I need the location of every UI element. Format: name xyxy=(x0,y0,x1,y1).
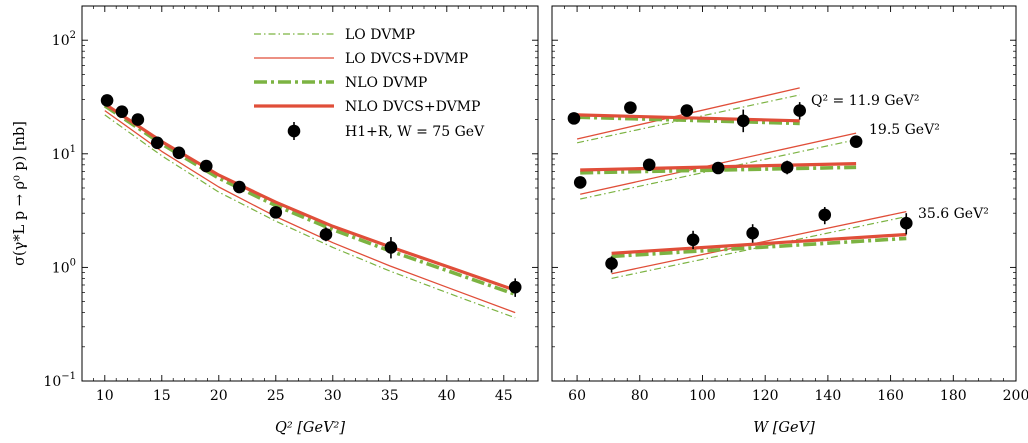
x-tick-label: 15 xyxy=(153,388,171,404)
x-tick-label: 10 xyxy=(96,388,114,404)
legend-label: NLO DVMP xyxy=(345,75,427,91)
data-point xyxy=(736,114,750,128)
y-tick-label: 102 xyxy=(52,30,76,49)
series-line xyxy=(104,110,516,314)
curve-group: 35.6 GeV² xyxy=(605,206,989,279)
data-point xyxy=(899,216,913,230)
curve-group: Q² = 11.9 GeV² xyxy=(567,87,920,144)
x-tick-label: 60 xyxy=(568,388,586,404)
plot-frame xyxy=(551,5,1017,382)
x-tick-label: 180 xyxy=(940,388,967,404)
data-point xyxy=(233,180,246,194)
legend-label: NLO DVCS+DVMP xyxy=(345,99,480,115)
data-point xyxy=(384,241,398,254)
x-tick-label: 120 xyxy=(752,388,779,404)
x-tick-label: 40 xyxy=(438,388,456,404)
y-tick-base: 10 xyxy=(52,260,70,276)
data-point xyxy=(624,101,637,114)
x-tick-label: 25 xyxy=(267,388,285,404)
y-tick-base: 10 xyxy=(52,33,70,49)
data-point xyxy=(567,112,581,125)
data-point xyxy=(573,176,587,189)
legend: LO DVMP LO DVCS+DVMP NLO DVMP NLO DVCS+DVMP… xyxy=(254,27,485,140)
data-point xyxy=(150,136,164,150)
data-point xyxy=(115,105,129,118)
legend-label: LO DVMP xyxy=(345,27,415,43)
data-point xyxy=(100,94,114,107)
y-tick-base: 10 xyxy=(43,374,61,390)
right-panel: 60 80 100 120 140 160 180 200 W [GeV] Q² = 11.9 G… xyxy=(551,5,1028,436)
series-line xyxy=(577,113,800,123)
data-point xyxy=(711,161,725,175)
x-tick-label: 160 xyxy=(877,388,904,404)
x-axis-label: Q² [GeV²] xyxy=(275,420,345,436)
y-tick-exponent: 1 xyxy=(70,144,76,155)
series-line xyxy=(611,232,907,255)
series-line xyxy=(576,94,800,144)
x-tick-label: 20 xyxy=(210,388,228,404)
y-axis-label: σ(γ*L p → ρ⁰ p) [nb] xyxy=(12,121,28,266)
group-annotation: 19.5 GeV² xyxy=(869,122,940,138)
series-line xyxy=(104,114,516,319)
series-line xyxy=(103,102,516,292)
y-tick-label: 10−1 xyxy=(43,371,76,390)
data-point xyxy=(793,104,806,117)
data-point xyxy=(680,104,694,117)
data-point xyxy=(199,159,213,173)
data-point xyxy=(131,113,145,126)
x-tick-label: 200 xyxy=(1003,388,1028,404)
data-point xyxy=(746,226,759,240)
group-annotation: Q² = 11.9 GeV² xyxy=(811,93,920,109)
legend-label: LO DVCS+DVMP xyxy=(345,51,468,67)
data-point xyxy=(686,233,700,247)
series-line xyxy=(577,115,800,126)
x-tick-label: 45 xyxy=(495,388,513,404)
x-tick-label: 80 xyxy=(631,388,649,404)
data-point xyxy=(642,158,656,172)
y-tick-base: 10 xyxy=(52,147,70,163)
x-tick-label: 100 xyxy=(689,388,716,404)
data-point xyxy=(508,280,522,294)
y-axis-label-text: σ(γ*L p → ρ⁰ p) [nb] xyxy=(12,121,28,266)
y-tick-exponent: −1 xyxy=(61,371,76,382)
x-axis-label: W [GeV] xyxy=(753,420,815,436)
group-annotation: 35.6 GeV² xyxy=(918,206,989,222)
data-point xyxy=(605,257,618,270)
data-point xyxy=(780,161,794,174)
series-line xyxy=(103,104,516,297)
data-point xyxy=(319,228,333,241)
series-line xyxy=(611,236,907,259)
data-point xyxy=(818,208,832,222)
curve-group: 19.5 GeV² xyxy=(573,122,940,200)
x-tick-label: 140 xyxy=(815,388,842,404)
legend-label: H1+R, W = 75 GeV xyxy=(345,124,485,140)
y-tick-label: 100 xyxy=(52,257,76,276)
data-point xyxy=(172,146,186,160)
y-tick-label: 101 xyxy=(52,144,76,163)
legend-marker xyxy=(287,124,301,138)
y-tick-exponent: 0 xyxy=(70,257,76,268)
y-tick-exponent: 2 xyxy=(70,30,76,41)
plot-frame xyxy=(81,5,539,382)
data-point xyxy=(849,135,863,148)
data-point xyxy=(269,206,283,219)
x-tick-label: 30 xyxy=(324,388,342,404)
x-tick-label: 35 xyxy=(381,388,399,404)
